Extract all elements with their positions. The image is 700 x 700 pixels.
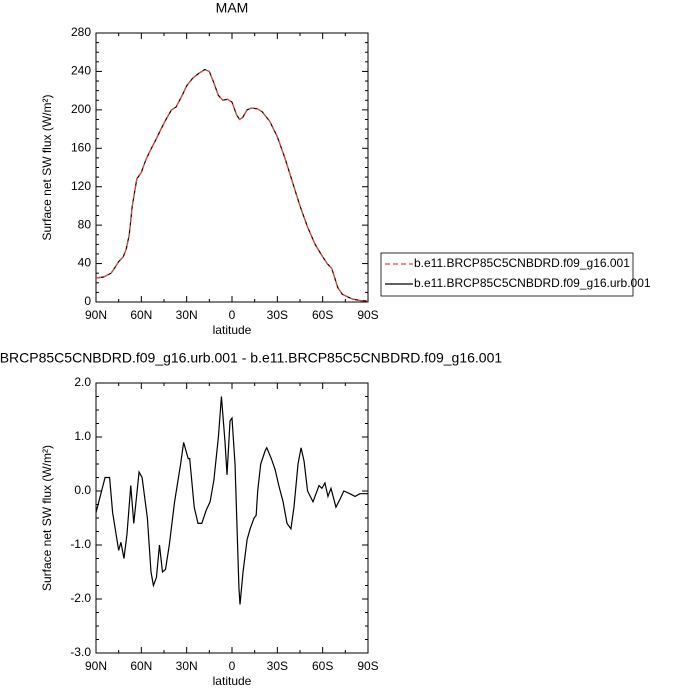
legend-box (380, 252, 634, 297)
y-tick-label: 80 (78, 217, 92, 231)
y-tick-label: 40 (78, 256, 92, 270)
y-tick-label: 160 (71, 140, 91, 154)
x-tick-label: 60N (130, 308, 152, 322)
x-axis-label: latitude (213, 674, 252, 688)
y-tick-label: 240 (71, 64, 91, 78)
x-tick-label: 60S (312, 659, 333, 673)
chart-title: MAM (216, 0, 249, 16)
legend-label: b.e11.BRCP85C5CNBDRD.f09_g16.urb.001 (414, 276, 651, 290)
x-tick-label: 30N (176, 308, 198, 322)
y-tick-label: -3.0 (70, 645, 91, 659)
y-tick-label: 2.0 (74, 375, 91, 389)
y-axis-label: Surface net SW flux (W/m²) (40, 445, 54, 591)
x-tick-label: 0 (229, 659, 236, 673)
x-tick-label: 90S (357, 308, 378, 322)
legend-label: b.e11.BRCP85C5CNBDRD.f09_g16.001 (414, 256, 630, 270)
y-tick-label: 0 (84, 294, 91, 308)
x-axis-label: latitude (213, 323, 252, 337)
y-tick-label: 0.0 (74, 483, 91, 497)
x-tick-label: 0 (229, 308, 236, 322)
x-tick-label: 30S (267, 659, 288, 673)
x-tick-label: 30S (267, 308, 288, 322)
data-line (95, 68, 369, 302)
data-line (95, 68, 369, 302)
data-line (95, 396, 368, 605)
x-tick-label: 60S (312, 308, 333, 322)
y-tick-label: -2.0 (70, 591, 91, 605)
y-tick-label: 200 (71, 102, 91, 116)
plot-frame (95, 32, 369, 303)
y-tick-label: 120 (71, 179, 91, 193)
chart-title: b.e11.BRCP85C5CNBDRD.f09_g16.urb.001 - b… (0, 350, 502, 366)
y-axis-label: Surface net SW flux (W/m²) (40, 94, 54, 240)
x-tick-label: 60N (130, 659, 152, 673)
x-tick-label: 90S (357, 659, 378, 673)
x-tick-label: 90N (85, 659, 107, 673)
y-tick-label: 1.0 (74, 429, 91, 443)
x-tick-label: 30N (176, 659, 198, 673)
y-tick-label: 280 (71, 25, 91, 39)
x-tick-label: 90N (85, 308, 107, 322)
y-tick-label: -1.0 (70, 537, 91, 551)
